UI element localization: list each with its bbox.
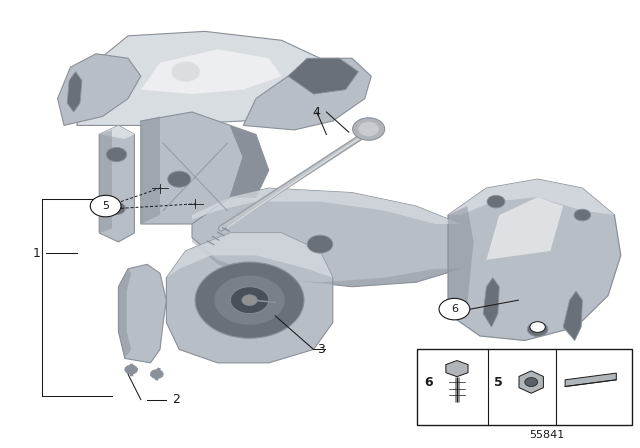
Text: 55841: 55841 bbox=[529, 431, 565, 440]
Circle shape bbox=[150, 370, 163, 379]
Circle shape bbox=[530, 322, 545, 332]
Polygon shape bbox=[192, 237, 461, 287]
Circle shape bbox=[195, 262, 304, 338]
Polygon shape bbox=[118, 264, 166, 363]
Text: 5: 5 bbox=[102, 201, 109, 211]
Circle shape bbox=[307, 235, 333, 253]
Circle shape bbox=[574, 209, 591, 221]
Text: 4: 4 bbox=[313, 105, 321, 119]
Polygon shape bbox=[486, 197, 563, 260]
Circle shape bbox=[439, 298, 470, 320]
Polygon shape bbox=[563, 291, 582, 340]
Text: 6: 6 bbox=[451, 304, 458, 314]
Circle shape bbox=[525, 378, 538, 387]
Circle shape bbox=[353, 118, 385, 140]
Polygon shape bbox=[99, 125, 134, 242]
Polygon shape bbox=[448, 179, 614, 215]
Polygon shape bbox=[77, 31, 333, 125]
Circle shape bbox=[358, 122, 379, 136]
Circle shape bbox=[172, 62, 200, 82]
Polygon shape bbox=[141, 116, 160, 224]
Circle shape bbox=[527, 322, 548, 336]
Circle shape bbox=[125, 365, 138, 374]
Polygon shape bbox=[77, 31, 333, 125]
Polygon shape bbox=[243, 58, 371, 130]
Polygon shape bbox=[141, 112, 243, 224]
Circle shape bbox=[90, 195, 121, 217]
Text: 1: 1 bbox=[33, 246, 40, 260]
Polygon shape bbox=[192, 188, 474, 287]
Polygon shape bbox=[519, 371, 543, 393]
Text: 6: 6 bbox=[424, 375, 433, 388]
Circle shape bbox=[168, 171, 191, 187]
Circle shape bbox=[242, 295, 257, 306]
Polygon shape bbox=[67, 72, 82, 112]
Circle shape bbox=[230, 287, 269, 314]
Text: 3: 3 bbox=[317, 343, 324, 356]
Text: 2: 2 bbox=[172, 393, 180, 406]
Polygon shape bbox=[448, 179, 621, 340]
Circle shape bbox=[106, 147, 127, 162]
Polygon shape bbox=[166, 233, 333, 363]
Polygon shape bbox=[288, 58, 358, 94]
Polygon shape bbox=[446, 361, 468, 377]
Text: 5: 5 bbox=[494, 375, 503, 388]
Polygon shape bbox=[230, 125, 269, 197]
Polygon shape bbox=[99, 125, 134, 139]
Bar bbox=[417, 349, 632, 425]
Circle shape bbox=[108, 202, 125, 215]
Polygon shape bbox=[565, 373, 616, 387]
Polygon shape bbox=[448, 206, 474, 314]
Polygon shape bbox=[58, 54, 141, 125]
Polygon shape bbox=[192, 188, 461, 224]
Polygon shape bbox=[141, 49, 282, 94]
Circle shape bbox=[487, 195, 505, 208]
Polygon shape bbox=[118, 269, 131, 358]
Polygon shape bbox=[166, 233, 333, 278]
Circle shape bbox=[214, 276, 285, 325]
Polygon shape bbox=[483, 278, 499, 327]
Polygon shape bbox=[99, 130, 112, 233]
